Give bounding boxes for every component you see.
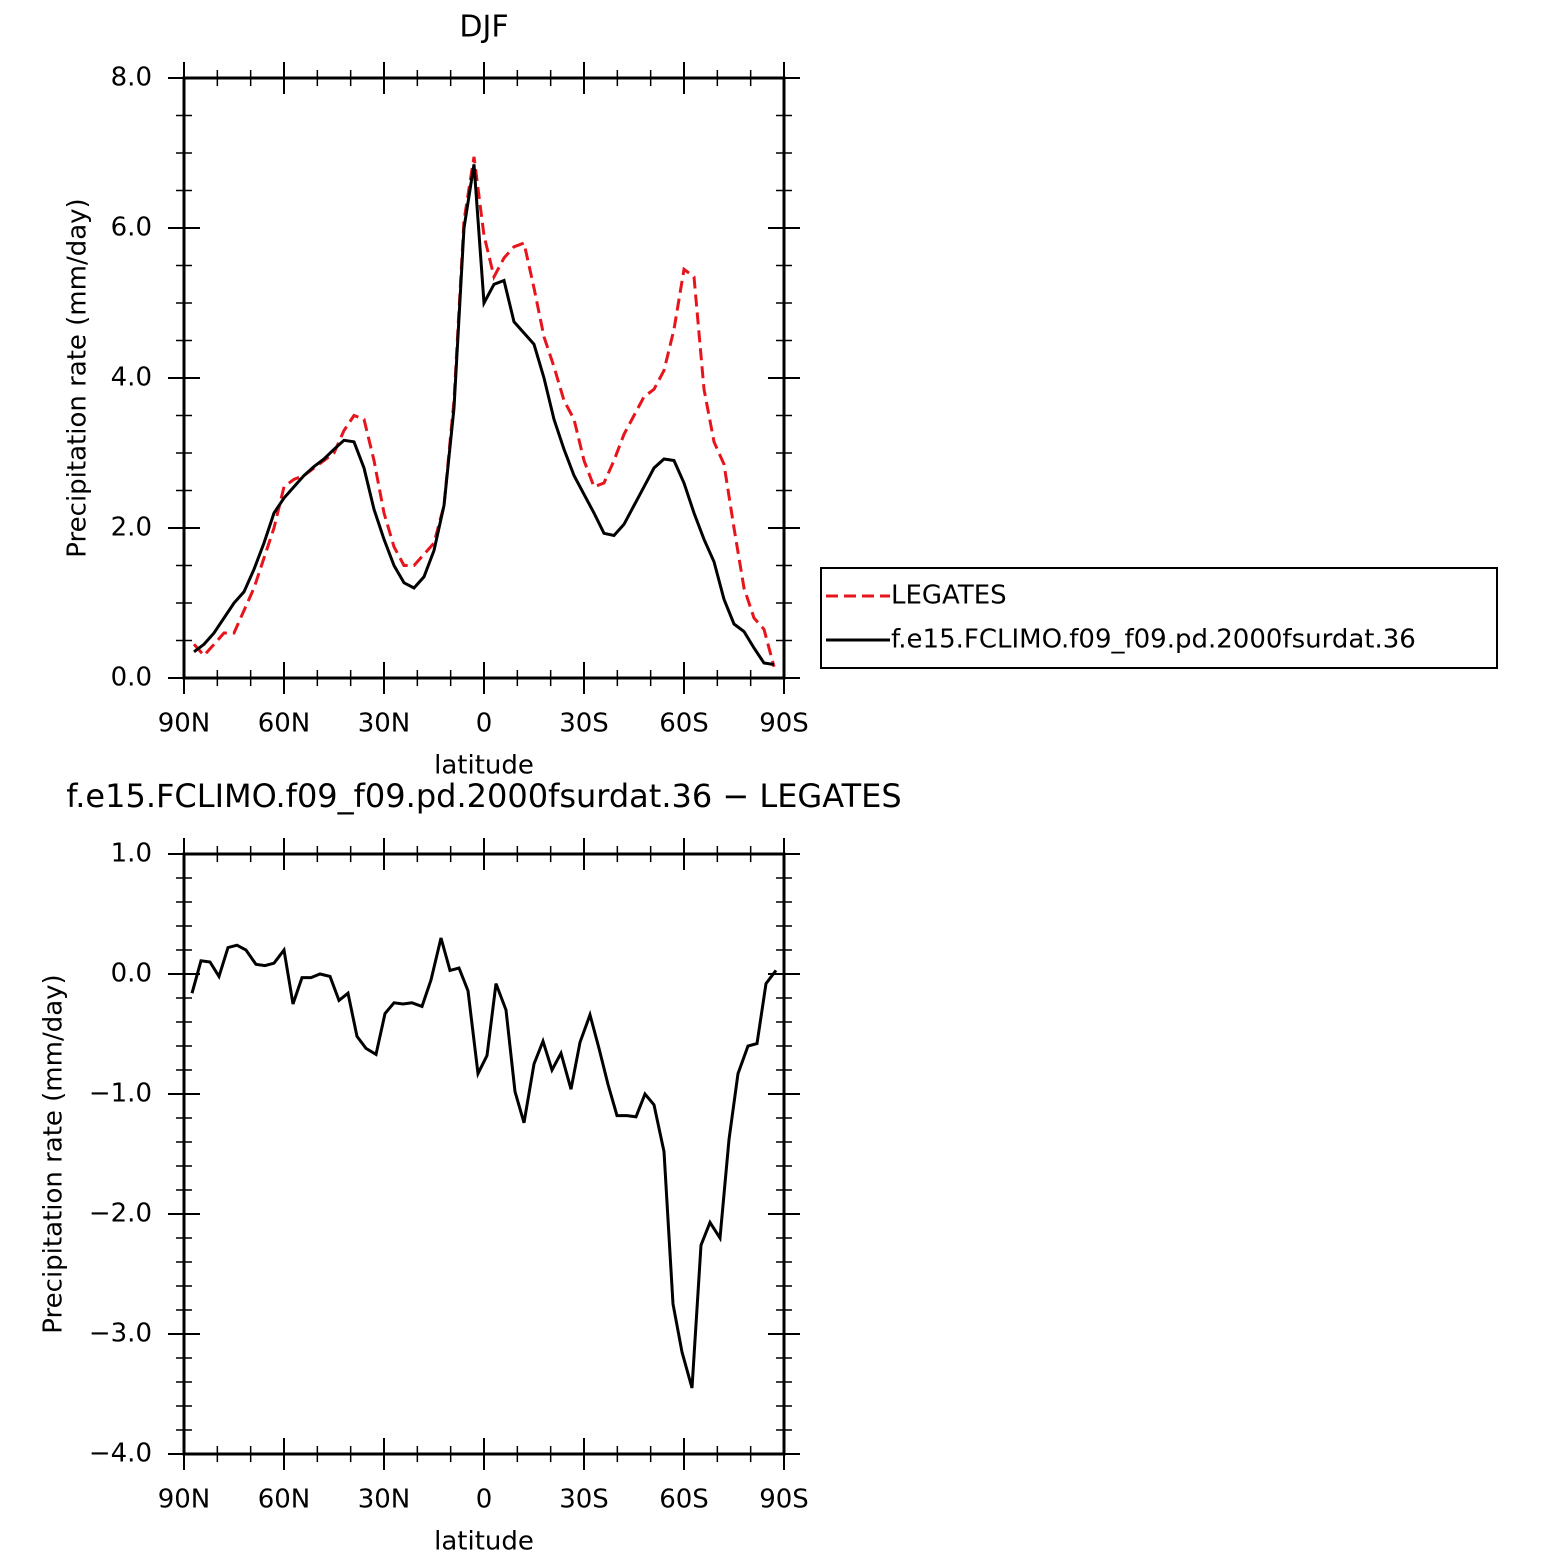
y-tick-label: 0.0 <box>111 663 152 693</box>
legend-label: LEGATES <box>891 581 1007 611</box>
x-tick-label: 30S <box>559 1485 609 1515</box>
x-tick-label: 90S <box>759 1485 809 1515</box>
legend-label: f.e15.FCLIMO.f09_f09.pd.2000fsurdat.36 <box>891 625 1416 655</box>
x-tick-label: 90N <box>158 709 211 739</box>
y-tick-label: 8.0 <box>111 63 152 93</box>
x-tick-label: 60S <box>659 1485 709 1515</box>
x-axis-label: latitude <box>434 1527 534 1557</box>
y-tick-label: 4.0 <box>111 363 152 393</box>
plot-frame <box>182 76 786 680</box>
y-tick-label: 1.0 <box>111 839 152 869</box>
y-tick-label: 2.0 <box>111 513 152 543</box>
x-tick-label: 0 <box>476 1485 493 1515</box>
x-tick-label: 60N <box>258 709 311 739</box>
y-tick-label: 6.0 <box>111 213 152 243</box>
y-tick-label: −2.0 <box>89 1199 152 1229</box>
x-tick-label: 60N <box>258 1485 311 1515</box>
x-tick-label: 60S <box>659 709 709 739</box>
x-tick-label: 30N <box>358 709 411 739</box>
y-tick-label: −3.0 <box>89 1319 152 1349</box>
x-tick-label: 0 <box>476 709 493 739</box>
data-line <box>192 156 776 668</box>
data-line <box>193 164 775 666</box>
legend-box <box>820 567 1498 669</box>
x-tick-label: 30N <box>358 1485 411 1515</box>
y-axis-label: Precipitation rate (mm/day) <box>63 198 93 557</box>
y-tick-label: −1.0 <box>89 1079 152 1109</box>
y-tick-label: 0.0 <box>111 959 152 989</box>
x-tick-label: 90S <box>759 709 809 739</box>
data-line <box>190 937 778 1389</box>
chart-title: DJF <box>459 10 508 45</box>
y-tick-label: −4.0 <box>89 1439 152 1469</box>
x-tick-label: 90N <box>158 1485 211 1515</box>
x-axis-label: latitude <box>434 751 534 781</box>
y-axis-label: Precipitation rate (mm/day) <box>39 974 69 1333</box>
chart-title: f.e15.FCLIMO.f09_f09.pd.2000fsurdat.36 −… <box>66 777 901 815</box>
x-tick-label: 30S <box>559 709 609 739</box>
